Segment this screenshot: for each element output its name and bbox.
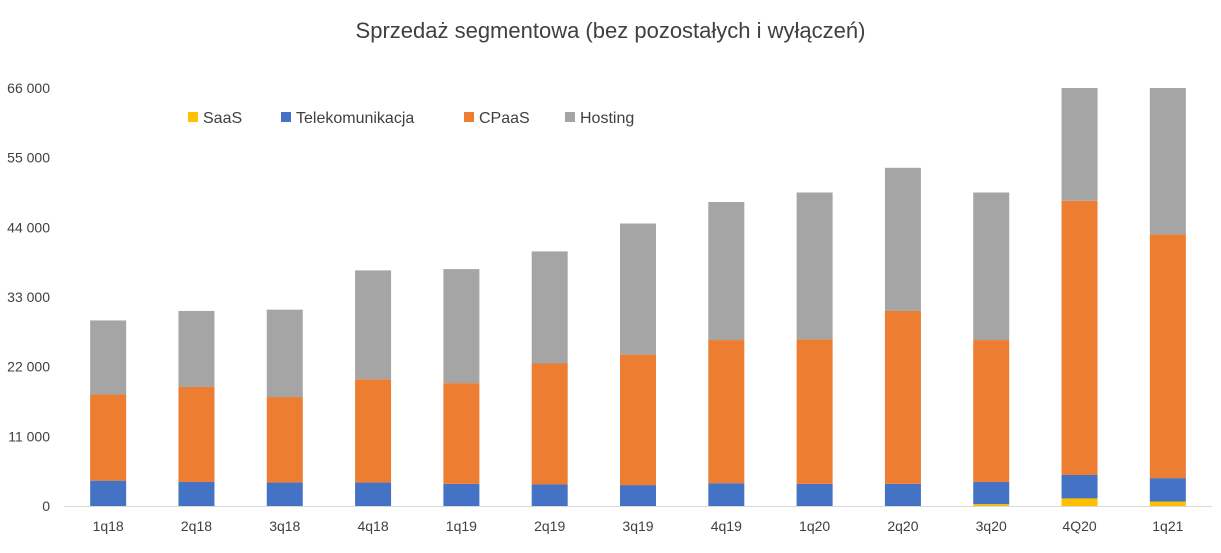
bar-cpaas-1q18 [90,394,127,481]
bar-telekomunikacja-2q18 [178,481,215,506]
bar-hosting-2q19 [531,251,568,364]
bar-telekomunikacja-3q18 [266,482,303,506]
bar-cpaas-4q20 [1061,200,1098,475]
bar-hosting-1q18 [90,320,127,395]
bar-telekomunikacja-3q19 [620,485,656,506]
bar-cpaas-4q19 [708,340,745,484]
x-tick-label: 3q20 [976,518,1007,534]
bar-telekomunikacja-4q20 [1061,474,1098,499]
y-tick-label: 22 000 [7,359,50,375]
legend-label-saas: SaaS [203,110,242,127]
y-tick-label: 33 000 [7,289,50,305]
legend-swatch-hosting [565,112,575,122]
bar-cpaas-1q20 [796,339,833,484]
bar-telekomunikacja-1q18 [90,480,127,506]
bar-saas-1q21 [1149,501,1186,506]
bar-telekomunikacja-1q19 [443,483,480,506]
bar-telekomunikacja-1q21 [1149,478,1186,502]
y-tick-label: 0 [42,498,50,514]
bar-cpaas-2q18 [178,386,215,482]
bar-cpaas-2q19 [531,363,568,485]
bar-telekomunikacja-2q20 [884,483,921,506]
x-tick-label: 2q20 [887,518,918,534]
bar-hosting-3q20 [973,192,1010,341]
bar-hosting-3q19 [620,223,656,355]
legend-label-hosting: Hosting [580,110,634,127]
x-tick-label: 4Q20 [1062,518,1096,534]
x-tick-label: 2q19 [534,518,565,534]
bar-telekomunikacja-1q20 [796,483,833,506]
bar-saas-3q20 [973,504,1010,506]
bar-telekomunikacja-3q20 [973,481,1010,505]
x-tick-label: 4q19 [711,518,742,534]
legend-label-telekomunikacja: Telekomunikacja [296,110,414,127]
bar-cpaas-1q21 [1149,234,1186,479]
y-tick-label: 55 000 [7,150,50,166]
x-tick-label: 4q18 [357,518,388,534]
bar-hosting-4q20 [1061,88,1098,201]
bar-hosting-2q20 [884,167,921,311]
bar-cpaas-3q20 [973,340,1010,482]
bar-hosting-1q19 [443,269,480,384]
chart-title: Sprzedaż segmentowa (bez pozostałych i w… [355,18,866,43]
x-tick-label: 1q21 [1152,518,1183,534]
bar-saas-4q20 [1061,498,1098,506]
legend-label-cpaas: CPaaS [479,110,530,127]
bar-hosting-4q19 [708,202,745,341]
x-tick-label: 1q20 [799,518,830,534]
y-tick-label: 66 000 [7,80,50,96]
bar-hosting-2q18 [178,310,215,387]
bar-cpaas-3q19 [620,354,656,486]
bar-telekomunikacja-4q18 [355,482,392,506]
bar-telekomunikacja-2q19 [531,484,568,506]
x-tick-label: 2q18 [181,518,212,534]
legend-swatch-saas [188,112,198,122]
x-tick-label: 3q19 [622,518,653,534]
bar-cpaas-1q19 [443,383,480,484]
x-tick-label: 1q19 [446,518,477,534]
legend-swatch-cpaas [464,112,474,122]
bar-hosting-4q18 [355,270,392,380]
x-tick-label: 1q18 [93,518,124,534]
bar-cpaas-2q20 [884,310,921,484]
bar-hosting-1q21 [1149,88,1186,235]
bar-hosting-1q20 [796,192,833,340]
bar-cpaas-3q18 [266,397,303,483]
bar-telekomunikacja-4q19 [708,483,745,506]
legend-swatch-telekomunikacja [281,112,291,122]
x-tick-label: 3q18 [269,518,300,534]
y-tick-label: 44 000 [7,219,50,235]
bar-cpaas-4q18 [355,379,392,483]
bar-hosting-3q18 [266,309,303,398]
y-tick-label: 11 000 [8,428,50,444]
